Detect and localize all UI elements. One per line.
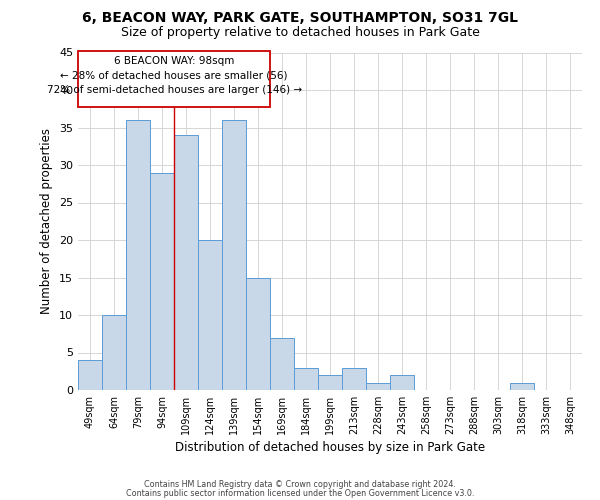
Text: Contains HM Land Registry data © Crown copyright and database right 2024.: Contains HM Land Registry data © Crown c… [144,480,456,489]
FancyBboxPatch shape [79,51,270,106]
Bar [270,338,294,390]
Bar [150,172,174,390]
Y-axis label: Number of detached properties: Number of detached properties [40,128,53,314]
Bar [174,135,198,390]
Bar [102,315,126,390]
Text: 72% of semi-detached houses are larger (146) →: 72% of semi-detached houses are larger (… [47,84,302,95]
Bar [294,368,318,390]
Bar [126,120,150,390]
Bar [318,375,342,390]
Text: 6 BEACON WAY: 98sqm: 6 BEACON WAY: 98sqm [114,56,235,66]
Bar [198,240,222,390]
Text: Size of property relative to detached houses in Park Gate: Size of property relative to detached ho… [121,26,479,39]
Bar [78,360,102,390]
Bar [366,382,390,390]
Bar [246,278,270,390]
Text: 6, BEACON WAY, PARK GATE, SOUTHAMPTON, SO31 7GL: 6, BEACON WAY, PARK GATE, SOUTHAMPTON, S… [82,11,518,25]
X-axis label: Distribution of detached houses by size in Park Gate: Distribution of detached houses by size … [175,441,485,454]
Bar [222,120,246,390]
Bar [390,375,414,390]
Bar [342,368,366,390]
Bar [510,382,534,390]
Text: Contains public sector information licensed under the Open Government Licence v3: Contains public sector information licen… [126,488,474,498]
Text: ← 28% of detached houses are smaller (56): ← 28% of detached houses are smaller (56… [61,70,288,81]
